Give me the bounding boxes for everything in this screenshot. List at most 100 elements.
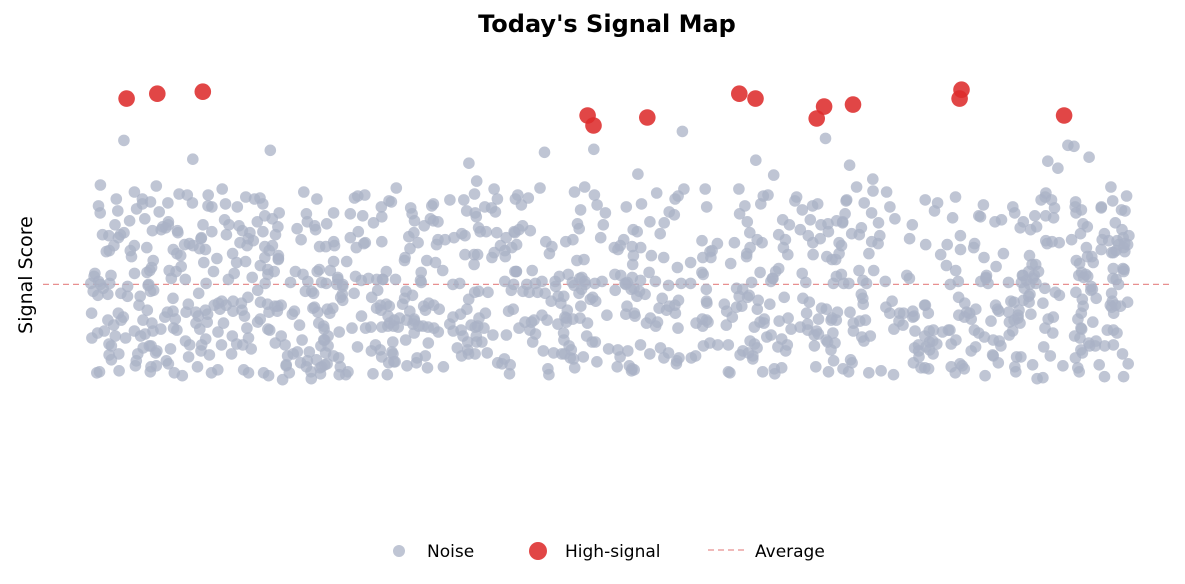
noise-point <box>463 157 475 169</box>
noise-point <box>567 353 580 365</box>
noise-point <box>376 211 388 223</box>
noise-point <box>365 291 378 304</box>
noise-point <box>137 314 149 326</box>
noise-point <box>800 276 812 289</box>
high-signal-point <box>747 90 764 107</box>
noise-point <box>672 322 684 334</box>
noise-point <box>479 201 491 213</box>
noise-point <box>382 310 394 322</box>
noise-point <box>505 284 518 297</box>
high-signal-point <box>639 109 656 126</box>
noise-point <box>767 169 780 181</box>
noise-point <box>1042 313 1054 325</box>
noise-point <box>1052 162 1064 174</box>
noise-point <box>844 306 856 319</box>
noise-point <box>653 302 665 315</box>
noise-point <box>317 320 330 332</box>
noise-point <box>230 338 243 350</box>
noise-point <box>657 251 670 264</box>
noise-point <box>1098 370 1111 383</box>
noise-point <box>293 319 306 331</box>
noise-point <box>644 216 656 228</box>
noise-point <box>161 306 174 319</box>
noise-point <box>974 211 987 223</box>
noise-point <box>614 239 627 252</box>
noise-point <box>522 192 535 204</box>
noise-point <box>650 187 663 199</box>
noise-point <box>993 305 1005 318</box>
noise-point <box>718 298 731 311</box>
noise-point <box>523 286 535 299</box>
noise-point <box>259 277 272 290</box>
noise-point <box>958 311 971 323</box>
noise-point <box>1107 307 1120 320</box>
noise-point <box>199 243 212 256</box>
noise-point <box>344 208 357 220</box>
noise-point <box>1037 371 1049 384</box>
noise-point <box>577 351 590 363</box>
noise-point <box>429 256 442 269</box>
noise-point <box>696 266 708 279</box>
noise-point <box>427 215 440 227</box>
noise-point <box>128 267 141 280</box>
noise-point <box>387 336 399 348</box>
noise-point <box>934 248 947 261</box>
noise-point <box>447 325 460 337</box>
noise-point <box>1010 366 1022 378</box>
noise-point <box>1002 276 1015 289</box>
noise-point <box>644 348 656 360</box>
noise-point <box>164 343 177 355</box>
noise-point <box>756 236 768 249</box>
noise-point <box>404 242 416 255</box>
noise-point <box>536 275 548 288</box>
noise-point <box>750 154 762 166</box>
noise-point <box>359 236 372 249</box>
noise-point <box>545 295 557 308</box>
noise-point <box>251 316 264 328</box>
noise-point <box>195 231 208 244</box>
noise-point <box>205 367 218 379</box>
noise-series <box>85 125 1135 386</box>
noise-point <box>863 367 875 379</box>
noise-point <box>940 259 953 272</box>
noise-point <box>1042 155 1054 167</box>
noise-point <box>724 257 737 270</box>
noise-point <box>513 322 525 334</box>
y-axis-label: Signal Score <box>15 216 37 334</box>
noise-point <box>656 292 668 305</box>
noise-point <box>297 268 309 281</box>
noise-point <box>767 272 779 285</box>
noise-point <box>945 361 957 373</box>
noise-point <box>1010 351 1023 363</box>
noise-point <box>1116 348 1129 360</box>
noise-point <box>796 267 808 280</box>
noise-point <box>422 337 435 349</box>
noise-point <box>670 358 683 370</box>
legend-item-average: Average <box>708 542 825 562</box>
noise-point <box>700 283 713 296</box>
noise-point <box>407 318 419 330</box>
noise-point <box>220 228 233 241</box>
noise-point <box>468 258 480 271</box>
noise-point <box>235 297 248 310</box>
noise-point <box>96 228 109 241</box>
noise-point <box>128 186 141 198</box>
noise-point <box>1077 218 1089 230</box>
noise-point <box>487 329 499 341</box>
noise-point <box>671 261 684 274</box>
noise-point <box>568 362 581 374</box>
noise-point <box>928 205 941 217</box>
noise-point <box>568 186 581 198</box>
noise-point <box>591 356 603 368</box>
noise-point <box>257 225 269 238</box>
noise-point <box>540 235 552 248</box>
noise-point <box>197 219 209 231</box>
noise-point <box>404 202 417 214</box>
noise-point <box>867 185 879 197</box>
noise-point <box>124 244 137 257</box>
noise-point <box>654 342 667 354</box>
noise-point <box>941 238 953 251</box>
noise-point <box>100 245 113 258</box>
noise-point <box>836 217 849 229</box>
noise-point <box>626 258 639 271</box>
